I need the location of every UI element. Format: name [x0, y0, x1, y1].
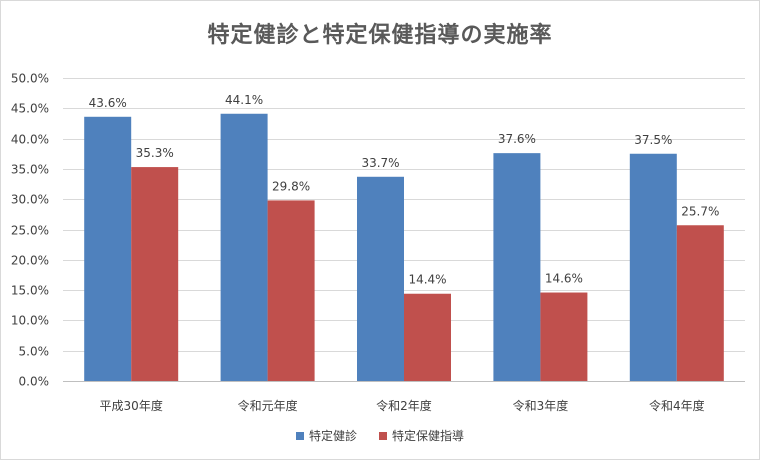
y-tick-label: 20.0%	[11, 254, 49, 268]
y-tick-label: 5.0%	[19, 345, 50, 359]
y-axis-ticks: 0.0% 5.0% 10.0% 15.0% 20.0% 25.0% 30.0% 35.0% 40…	[11, 72, 49, 389]
data-label-series0-0: 43.6%	[89, 96, 127, 110]
data-label-series1-1: 29.8%	[272, 179, 310, 193]
bar-series0-0	[84, 116, 132, 381]
bar-series1-1	[267, 200, 315, 381]
legend-item-kenshin: 特定健診	[295, 427, 357, 444]
x-tick-label: 令和元年度	[238, 398, 298, 413]
x-tick-label: 令和3年度	[513, 398, 569, 413]
bar-series1-3	[540, 292, 588, 381]
plot-area: 0.0% 5.0% 10.0% 15.0% 20.0% 25.0% 30.0% 35.0% 40…	[11, 72, 745, 413]
y-tick-label: 10.0%	[11, 314, 49, 328]
y-tick-label: 40.0%	[11, 133, 49, 147]
data-label-series1-3: 14.6%	[545, 272, 583, 286]
y-tick-label: 45.0%	[11, 102, 49, 116]
y-tick-label: 25.0%	[11, 224, 49, 238]
data-labels: 43.6% 35.3% 44.1% 29.8% 33.7% 14.4% 37.6% 14.6%…	[89, 93, 720, 287]
bar-series0-4	[629, 153, 677, 381]
legend-item-hokenshido: 特定保健指導	[379, 427, 464, 444]
x-tick-label: 令和4年度	[649, 398, 705, 413]
y-tick-label: 0.0%	[19, 375, 50, 389]
legend-label-kenshin: 特定健診	[308, 429, 357, 443]
bar-series0-2	[357, 176, 404, 381]
x-tick-label: 令和2年度	[376, 398, 432, 413]
data-label-series0-4: 37.5%	[634, 133, 672, 147]
y-tick-label: 30.0%	[11, 193, 49, 207]
x-tick-label: 平成30年度	[100, 398, 163, 413]
bars	[84, 113, 724, 381]
legend-swatch-hokenshido	[379, 431, 387, 440]
legend: 特定健診 特定保健指導	[1, 427, 759, 444]
bar-series0-1	[220, 113, 268, 381]
bar-series1-0	[131, 167, 179, 381]
y-tick-label: 50.0%	[11, 72, 49, 86]
bar-series1-2	[404, 293, 451, 381]
x-axis-ticks: 平成30年度 令和元年度 令和2年度 令和3年度 令和4年度	[100, 398, 705, 413]
legend-label-hokenshido: 特定保健指導	[392, 429, 465, 443]
legend-swatch-kenshin	[295, 431, 304, 440]
data-label-series0-1: 44.1%	[225, 93, 263, 107]
chart-title: 特定健診と特定保健指導の実施率	[207, 23, 553, 48]
data-label-series0-3: 37.6%	[498, 132, 536, 146]
y-tick-label: 35.0%	[11, 163, 49, 177]
data-label-series0-2: 33.7%	[361, 156, 399, 170]
data-label-series1-2: 14.4%	[408, 273, 446, 287]
data-label-series1-4: 25.7%	[681, 204, 719, 218]
bar-series1-4	[676, 225, 724, 381]
data-label-series1-0: 35.3%	[136, 146, 174, 160]
bar-series0-3	[493, 153, 541, 381]
y-tick-label: 15.0%	[11, 284, 49, 298]
